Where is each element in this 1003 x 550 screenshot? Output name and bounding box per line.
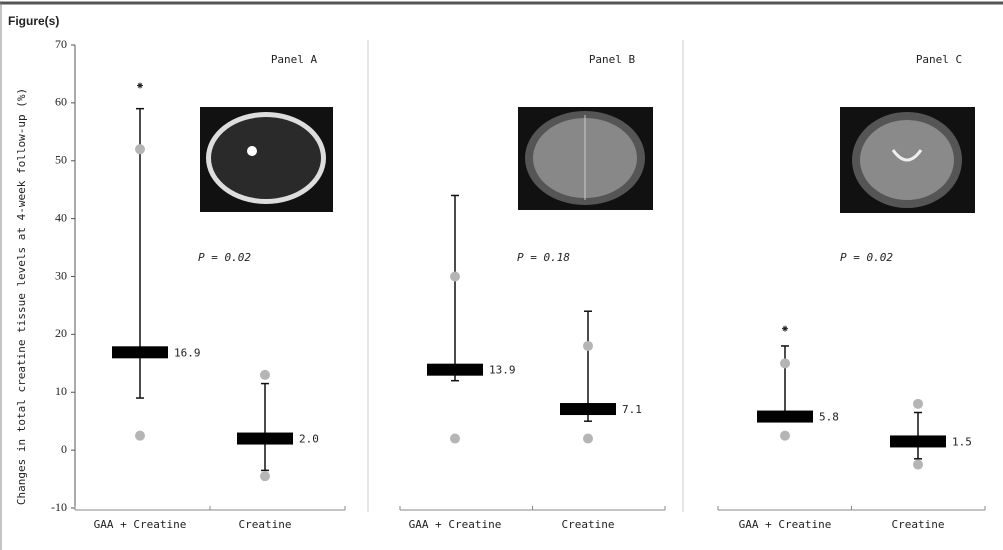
background (0, 0, 1003, 550)
panel-title: Panel C (916, 53, 962, 66)
y-tick-label: 60 (55, 95, 67, 109)
median-bar (560, 403, 616, 415)
x-tick-label: Creatine (892, 518, 945, 531)
y-tick-label: 50 (55, 153, 67, 167)
data-point (260, 471, 270, 481)
y-tick-label: 20 (55, 326, 67, 340)
panel-title: Panel A (271, 53, 318, 66)
data-label: 1.5 (952, 435, 972, 448)
mri-image (200, 107, 333, 212)
data-point (260, 370, 270, 380)
y-tick-label: 40 (55, 210, 67, 224)
p-value: P = 0.02 (840, 251, 893, 264)
data-point (583, 341, 593, 351)
median-bar (237, 433, 293, 445)
y-axis-label: Changes in total creatine tissue levels … (15, 88, 28, 505)
y-tick-label: 10 (55, 384, 67, 398)
x-tick-label: Creatine (239, 518, 292, 531)
y-tick-label: 0 (61, 442, 67, 456)
data-label: 5.8 (819, 411, 839, 424)
data-point (135, 144, 145, 154)
p-value: P = 0.02 (198, 251, 251, 264)
median-bar (890, 435, 946, 447)
data-label: 13.9 (489, 364, 516, 377)
x-tick-label: Creatine (562, 518, 615, 531)
panel-title: Panel B (589, 53, 636, 66)
data-point (780, 358, 790, 368)
data-point (913, 460, 923, 470)
y-tick-label: 70 (55, 37, 67, 51)
figure: Figure(s) Panel A P = 0.02 -10 0 10 20 30 40 50 6… (0, 0, 1003, 550)
data-label: 7.1 (622, 403, 642, 416)
median-bar (757, 411, 813, 423)
median-bar (112, 346, 168, 358)
data-point (135, 431, 145, 441)
y-tick-label: 30 (55, 268, 67, 282)
data-point (913, 399, 923, 409)
data-point (583, 434, 593, 444)
median-bar (427, 364, 483, 376)
data-label: 16.9 (174, 346, 201, 359)
data-point (450, 434, 460, 444)
y-tick-label: -10 (51, 500, 67, 514)
figure-header: Figure(s) (8, 14, 59, 28)
data-label: 2.0 (299, 433, 319, 446)
data-point (780, 431, 790, 441)
mri-image (518, 107, 653, 210)
x-tick-label: GAA + Creatine (94, 518, 187, 531)
p-value: P = 0.18 (517, 251, 570, 264)
data-point (450, 272, 460, 282)
mri-image (840, 107, 975, 213)
x-tick-label: GAA + Creatine (739, 518, 832, 531)
x-tick-label: GAA + Creatine (409, 518, 502, 531)
